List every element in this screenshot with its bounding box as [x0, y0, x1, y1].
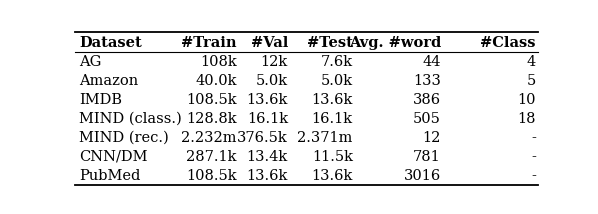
Text: 13.6k: 13.6k	[312, 169, 353, 183]
Text: Dataset: Dataset	[80, 36, 142, 50]
Text: 5: 5	[527, 74, 536, 88]
Text: 12k: 12k	[261, 55, 288, 69]
Text: #Train: #Train	[181, 36, 237, 50]
Text: 4: 4	[527, 55, 536, 69]
Text: 40.0k: 40.0k	[196, 74, 237, 88]
Text: 3016: 3016	[404, 169, 441, 183]
Text: 2.232m: 2.232m	[181, 131, 237, 145]
Text: 7.6k: 7.6k	[321, 55, 353, 69]
Text: 133: 133	[413, 74, 441, 88]
Text: Amazon: Amazon	[80, 74, 139, 88]
Text: #Test: #Test	[307, 36, 353, 50]
Text: 10: 10	[517, 93, 536, 107]
Text: 11.5k: 11.5k	[312, 150, 353, 164]
Text: 376.5k: 376.5k	[237, 131, 288, 145]
Text: 13.6k: 13.6k	[246, 169, 288, 183]
Text: 108k: 108k	[200, 55, 237, 69]
Text: 16.1k: 16.1k	[247, 112, 288, 126]
Text: 108.5k: 108.5k	[187, 93, 237, 107]
Text: 44: 44	[422, 55, 441, 69]
Text: 386: 386	[413, 93, 441, 107]
Text: 18: 18	[517, 112, 536, 126]
Text: 13.6k: 13.6k	[246, 93, 288, 107]
Text: 287.1k: 287.1k	[187, 150, 237, 164]
Text: 5.0k: 5.0k	[321, 74, 353, 88]
Text: -: -	[531, 169, 536, 183]
Text: 108.5k: 108.5k	[187, 169, 237, 183]
Text: #Class: #Class	[480, 36, 536, 50]
Text: CNN/DM: CNN/DM	[80, 150, 148, 164]
Text: PubMed: PubMed	[80, 169, 141, 183]
Text: 13.6k: 13.6k	[312, 93, 353, 107]
Text: MIND (class.): MIND (class.)	[80, 112, 182, 126]
Text: 128.8k: 128.8k	[187, 112, 237, 126]
Text: -: -	[531, 131, 536, 145]
Text: 5.0k: 5.0k	[256, 74, 288, 88]
Text: 12: 12	[423, 131, 441, 145]
Text: 16.1k: 16.1k	[312, 112, 353, 126]
Text: -: -	[531, 150, 536, 164]
Text: 505: 505	[413, 112, 441, 126]
Text: MIND (rec.): MIND (rec.)	[80, 131, 169, 145]
Text: Avg. #word: Avg. #word	[349, 36, 441, 50]
Text: 13.4k: 13.4k	[247, 150, 288, 164]
Text: IMDB: IMDB	[80, 93, 123, 107]
Text: #Val: #Val	[251, 36, 288, 50]
Text: 781: 781	[413, 150, 441, 164]
Text: AG: AG	[80, 55, 102, 69]
Text: 2.371m: 2.371m	[297, 131, 353, 145]
